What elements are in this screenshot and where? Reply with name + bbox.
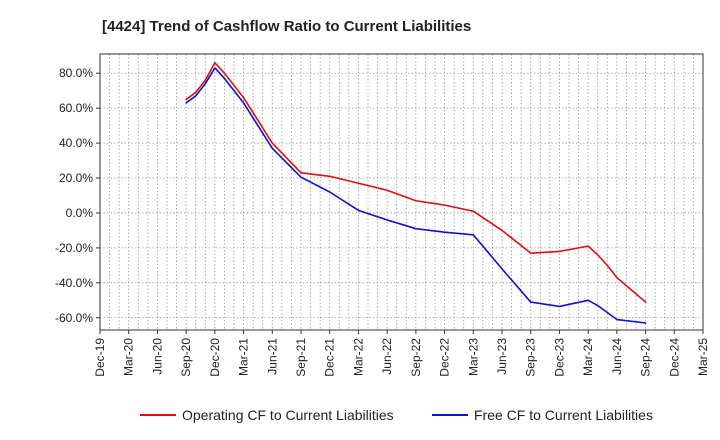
x-tick-label: Mar-24: [581, 338, 595, 376]
x-tick-label: Sep-22: [409, 338, 423, 377]
y-tick-label: 60.0%: [59, 101, 93, 115]
plot-frame: [99, 53, 704, 331]
x-tick-label: Jun-20: [150, 338, 164, 375]
x-tick-label: Jun-23: [495, 338, 509, 375]
series-line-2: [185, 67, 647, 324]
x-tick-label: Mar-25: [696, 338, 710, 376]
y-tick-label: 20.0%: [59, 171, 93, 185]
y-axis-ticks: 80.0% 60.0% 40.0% 20.0% 0.0% -20.0% -40.0% -60.…: [55, 66, 100, 325]
y-tick-label: 80.0%: [59, 66, 93, 80]
x-tick-label: Sep-21: [294, 338, 308, 377]
y-tick-label: -20.0%: [55, 241, 93, 255]
series-line-1: [185, 61, 647, 303]
x-tick-label: Sep-20: [179, 338, 193, 377]
x-tick-label: Mar-23: [466, 338, 480, 376]
x-tick-label: Dec-23: [552, 338, 566, 377]
x-tick-label: Jun-21: [265, 338, 279, 375]
x-axis-ticks: Dec-19 Mar-20 Jun-20 Sep-20 Dec-20 Mar-21 Jun-…: [93, 330, 710, 377]
x-tick-label: Sep-23: [524, 338, 538, 377]
x-tick-label: Dec-21: [323, 338, 337, 377]
x-tick-label: Mar-21: [237, 338, 251, 376]
x-tick-label: Jun-22: [380, 338, 394, 375]
x-tick-label: Dec-20: [208, 338, 222, 377]
x-tick-label: Mar-20: [122, 338, 136, 376]
legend-label-2: Free CF to Current Liabilities: [474, 407, 653, 423]
legend: Operating CF to Current Liabilities Free …: [140, 407, 653, 423]
x-tick-label: Dec-22: [438, 338, 452, 377]
x-tick-label: Jun-24: [610, 338, 624, 375]
y-tick-label: 0.0%: [66, 206, 94, 220]
series-layer: [185, 61, 647, 324]
x-tick-label: Dec-19: [93, 338, 107, 377]
x-tick-label: Dec-24: [667, 338, 681, 377]
y-tick-label: 40.0%: [59, 136, 93, 150]
legend-label-1: Operating CF to Current Liabilities: [182, 407, 394, 423]
chart-title: [4424] Trend of Cashflow Ratio to Curren…: [102, 18, 471, 35]
y-tick-label: -60.0%: [55, 311, 93, 325]
x-tick-label: Mar-22: [351, 338, 365, 376]
y-tick-label: -40.0%: [55, 276, 93, 290]
x-tick-label: Sep-24: [639, 338, 653, 377]
grid-lines: [100, 54, 703, 330]
